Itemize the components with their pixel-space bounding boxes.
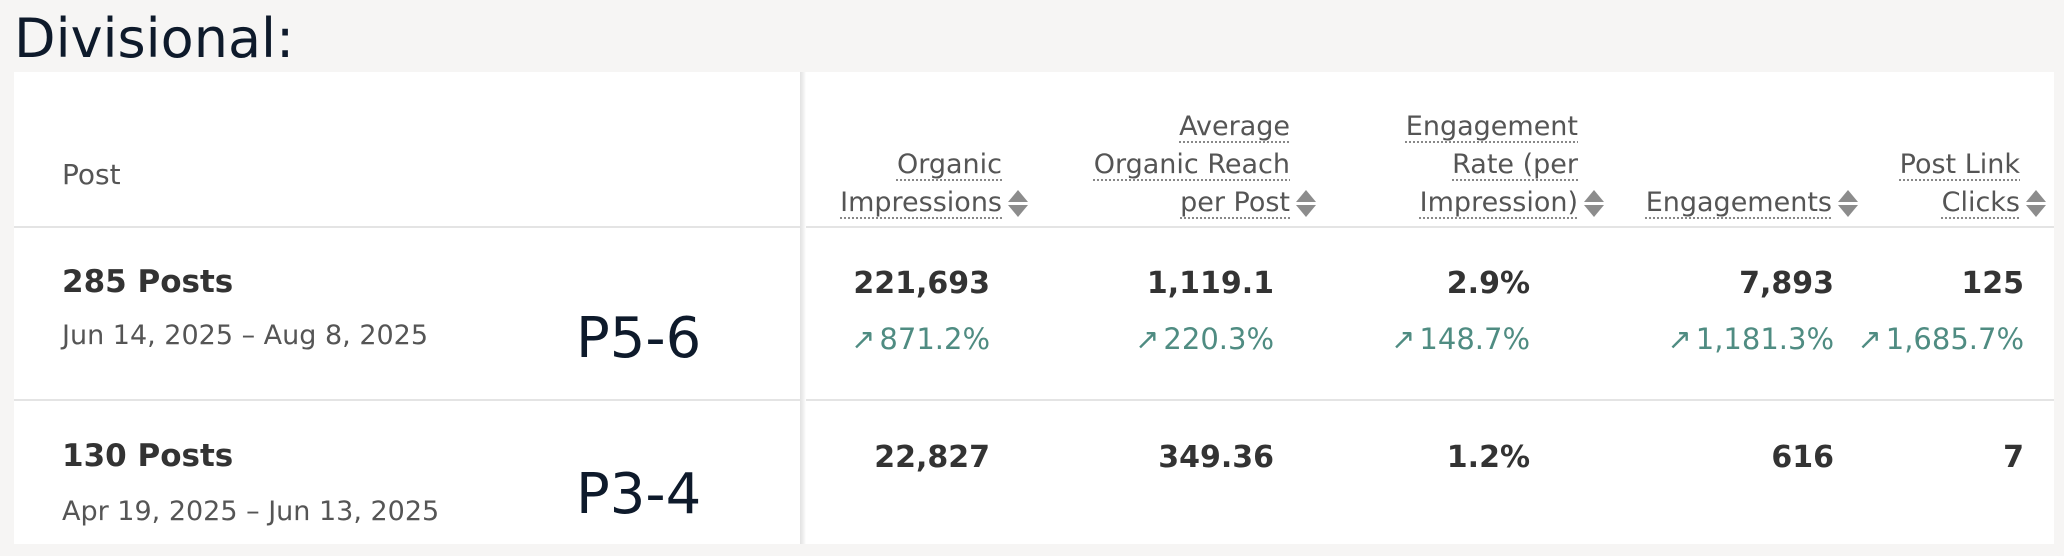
col-header-label: Organic Impressions bbox=[840, 149, 1002, 218]
row-title: 130 Posts bbox=[62, 438, 234, 474]
arrow-up-right-icon: ↗ bbox=[1135, 322, 1160, 356]
arrow-up-right-icon: ↗ bbox=[851, 322, 876, 356]
col-header-label: Post Link Clicks bbox=[1899, 149, 2020, 218]
cell-post-link-clicks: 7 bbox=[2003, 440, 2024, 475]
col-header-label: Engagement Rate (per Impression) bbox=[1405, 111, 1578, 218]
header-divider bbox=[14, 226, 2054, 228]
cell-engagement-rate: 1.2% bbox=[1446, 440, 1530, 475]
cell-average-organic-reach: 349.36 bbox=[1158, 440, 1274, 475]
col-header-organic-impressions[interactable]: Organic Impressions bbox=[804, 82, 1030, 222]
cell-engagements: 616 bbox=[1771, 440, 1834, 475]
col-header-engagement-rate[interactable]: Engagement Rate (per Impression) bbox=[1334, 82, 1606, 222]
row-divider bbox=[14, 399, 2054, 401]
delta-post-link-clicks: ↗ 1,685.7% bbox=[1857, 322, 2024, 356]
arrow-up-right-icon: ↗ bbox=[1857, 322, 1882, 356]
col-header-label: Average Organic Reach per Post bbox=[1093, 111, 1290, 218]
section-title: Divisional: bbox=[14, 7, 295, 70]
arrow-up-right-icon: ↗ bbox=[1667, 322, 1692, 356]
cell-organic-impressions: 22,827 bbox=[874, 440, 990, 475]
cell-engagements: 7,893 bbox=[1739, 266, 1834, 301]
cell-average-organic-reach: 1,119.1 bbox=[1146, 266, 1274, 301]
post-column-header: Post bbox=[62, 158, 121, 191]
post-comparison-table: Post Organic Impressions Average Organic… bbox=[14, 72, 2054, 544]
col-header-engagements[interactable]: Engagements bbox=[1584, 82, 1860, 222]
row-date-range: Apr 19, 2025 – Jun 13, 2025 bbox=[62, 496, 440, 527]
row-tag: P3-4 bbox=[576, 462, 702, 527]
delta-average-organic-reach: ↗ 220.3% bbox=[1135, 322, 1274, 356]
row-title: 285 Posts bbox=[62, 264, 234, 300]
row-date-range: Jun 14, 2025 – Aug 8, 2025 bbox=[62, 320, 429, 351]
delta-organic-impressions: ↗ 871.2% bbox=[851, 322, 990, 356]
cell-post-link-clicks: 125 bbox=[1961, 266, 2024, 301]
sort-icon[interactable] bbox=[1584, 184, 1606, 222]
cell-engagement-rate: 2.9% bbox=[1446, 266, 1530, 301]
arrow-up-right-icon: ↗ bbox=[1391, 322, 1416, 356]
cell-organic-impressions: 221,693 bbox=[853, 266, 990, 301]
col-header-post-link-clicks[interactable]: Post Link Clicks bbox=[1850, 82, 2048, 222]
delta-engagements: ↗ 1,181.3% bbox=[1667, 322, 1834, 356]
sort-icon[interactable] bbox=[1838, 184, 1860, 222]
frozen-column-divider bbox=[800, 72, 806, 544]
sort-icon[interactable] bbox=[2026, 184, 2048, 222]
delta-engagement-rate: ↗ 148.7% bbox=[1391, 322, 1530, 356]
col-header-average-organic-reach[interactable]: Average Organic Reach per Post bbox=[1044, 82, 1318, 222]
col-header-label: Engagements bbox=[1645, 187, 1832, 218]
sort-icon[interactable] bbox=[1296, 184, 1318, 222]
row-tag: P5-6 bbox=[576, 306, 702, 371]
sort-icon[interactable] bbox=[1008, 184, 1030, 222]
